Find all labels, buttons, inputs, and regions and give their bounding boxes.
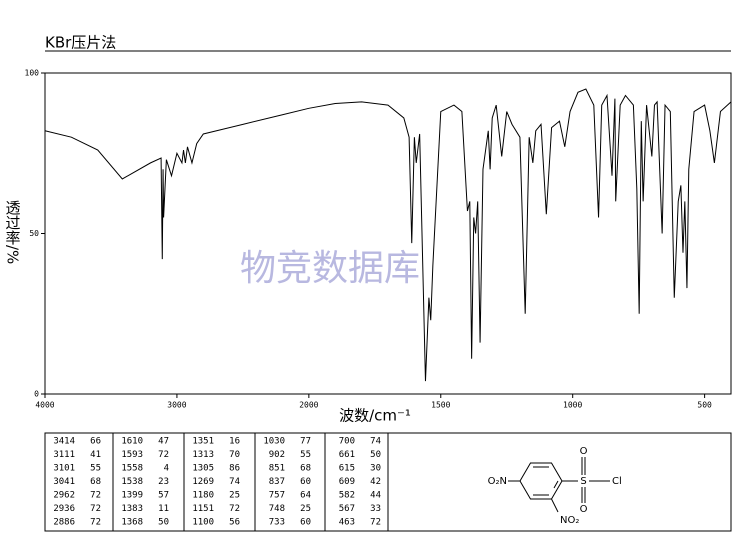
peak-transmittance: 56 (229, 518, 240, 528)
peak-transmittance: 55 (300, 450, 311, 460)
peak-wavenumber: 1399 (121, 491, 143, 501)
peak-wavenumber: 1538 (121, 477, 143, 487)
peak-wavenumber: 609 (339, 477, 355, 487)
y-tick-label: 50 (29, 229, 39, 238)
peak-wavenumber: 757 (269, 491, 285, 501)
peak-wavenumber: 851 (269, 464, 285, 474)
peak-transmittance: 16 (229, 437, 240, 447)
peak-transmittance: 55 (90, 464, 101, 474)
x-tick-label: 3000 (167, 401, 186, 410)
peak-transmittance: 47 (158, 437, 169, 447)
peak-transmittance: 66 (90, 437, 101, 447)
peak-wavenumber: 1593 (121, 450, 143, 460)
peak-transmittance: 57 (158, 491, 169, 501)
peak-transmittance: 72 (158, 450, 169, 460)
peak-transmittance: 44 (370, 491, 381, 501)
peak-wavenumber: 1610 (121, 437, 143, 447)
structure (508, 457, 610, 513)
peak-wavenumber: 3111 (53, 450, 75, 460)
peak-transmittance: 70 (229, 450, 240, 460)
spectrum-line (44, 88, 732, 382)
peak-transmittance: 11 (158, 504, 169, 514)
peak-wavenumber: 582 (339, 491, 355, 501)
peak-transmittance: 72 (90, 518, 101, 528)
peak-wavenumber: 2886 (53, 518, 75, 528)
peak-wavenumber: 3101 (53, 464, 75, 474)
peak-transmittance: 50 (158, 518, 169, 528)
y-tick-label: 100 (25, 69, 40, 78)
atom-label: S (580, 476, 586, 487)
peak-wavenumber: 2936 (53, 504, 75, 514)
plot-frame (44, 72, 732, 395)
peak-wavenumber: 3414 (53, 437, 75, 447)
peak-wavenumber: 1151 (192, 504, 214, 514)
peak-wavenumber: 1313 (192, 450, 214, 460)
peak-transmittance: 4 (164, 464, 169, 474)
peak-wavenumber: 3041 (53, 477, 75, 487)
peak-transmittance: 60 (300, 477, 311, 487)
peak-transmittance: 33 (370, 504, 381, 514)
peak-transmittance: 25 (300, 504, 311, 514)
bond (553, 480, 559, 489)
peak-wavenumber: 1368 (121, 518, 143, 528)
peak-transmittance: 50 (370, 450, 381, 460)
watermark: 物竞数据库 (240, 248, 420, 289)
peak-wavenumber: 733 (269, 518, 285, 528)
peak-wavenumber: 2962 (53, 491, 75, 501)
atom-label: Cl (612, 476, 622, 487)
peak-transmittance: 74 (229, 477, 240, 487)
peak-transmittance: 41 (90, 450, 101, 460)
peak-transmittance: 60 (300, 518, 311, 528)
chart-title: KBr压片法 (45, 34, 116, 52)
peak-transmittance: 64 (300, 491, 311, 501)
peak-wavenumber: 1351 (192, 437, 214, 447)
peak-transmittance: 72 (370, 518, 381, 528)
peak-wavenumber: 1558 (121, 464, 143, 474)
peak-wavenumber: 902 (269, 450, 285, 460)
peak-transmittance: 72 (90, 504, 101, 514)
atom-label: O₂N (488, 476, 507, 487)
y-tick-label: 0 (34, 390, 39, 399)
benzene-ring (519, 462, 563, 500)
peak-wavenumber: 463 (339, 518, 355, 528)
x-tick-label: 1000 (563, 401, 582, 410)
peak-transmittance: 42 (370, 477, 381, 487)
peak-wavenumber: 1030 (263, 437, 285, 447)
peak-transmittance: 77 (300, 437, 311, 447)
peak-transmittance: 23 (158, 477, 169, 487)
atom-label: O (580, 504, 588, 515)
peak-transmittance: 68 (300, 464, 311, 474)
peak-wavenumber: 837 (269, 477, 285, 487)
peak-wavenumber: 661 (339, 450, 355, 460)
peak-transmittance: 72 (229, 504, 240, 514)
peak-transmittance: 30 (370, 464, 381, 474)
peak-wavenumber: 567 (339, 504, 355, 514)
peak-wavenumber: 748 (269, 504, 285, 514)
peak-wavenumber: 1305 (192, 464, 214, 474)
peak-transmittance: 86 (229, 464, 240, 474)
x-axis-label: 波数/cm⁻¹ (339, 407, 411, 425)
peak-transmittance: 25 (229, 491, 240, 501)
plot: 4000 3000 2000 1500 1000 500 0 50 100 (25, 69, 732, 410)
x-tick-label: 1500 (431, 401, 450, 410)
peak-transmittance: 72 (90, 491, 101, 501)
peak-wavenumber: 1269 (192, 477, 214, 487)
peak-wavenumber: 700 (339, 437, 355, 447)
peak-wavenumber: 1383 (121, 504, 143, 514)
atom-label: O (580, 446, 588, 457)
x-tick-label: 4000 (35, 401, 54, 410)
peak-wavenumber: 1100 (192, 518, 214, 528)
peak-transmittance: 68 (90, 477, 101, 487)
x-tick-label: 2000 (299, 401, 318, 410)
peak-table: 3414 66 3111 41 3101 55 3041 68 2962 72 2936 72 2886… (53, 433, 389, 531)
y-axis-label: 透过率/% (4, 200, 22, 264)
x-tick-label: 500 (697, 401, 712, 410)
peak-wavenumber: 615 (339, 464, 355, 474)
bond (551, 498, 559, 513)
peak-wavenumber: 1180 (192, 491, 214, 501)
atom-label: NO₂ (560, 515, 579, 526)
peak-transmittance: 74 (370, 437, 381, 447)
